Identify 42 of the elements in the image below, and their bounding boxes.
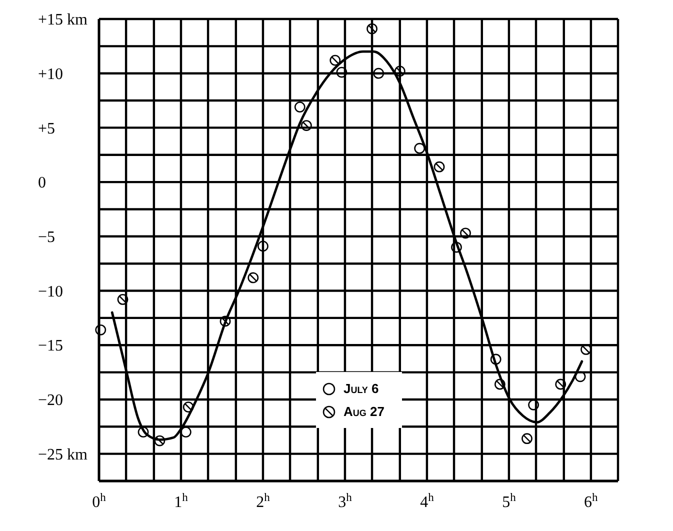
y-tick-label: +15 km	[38, 12, 88, 29]
y-tick-label: +10	[38, 66, 64, 83]
x-tick-label: 5$^{h}$	[502, 492, 516, 511]
point	[414, 142, 426, 154]
y-tick-label: +5	[38, 120, 56, 138]
x-tick-label: 1$^{h}$	[174, 492, 188, 511]
x-tick-label: 4$^{h}$	[420, 492, 434, 511]
x-tick-label: 0$^{h}$	[92, 492, 106, 511]
y-tick-label: 0	[38, 174, 46, 192]
point	[494, 378, 506, 390]
x-tick-label: 2$^{h}$	[256, 492, 270, 511]
point	[555, 378, 566, 390]
legend-label: July 6	[344, 381, 379, 396]
y-tick-label: −15	[38, 338, 64, 355]
point	[258, 240, 268, 252]
y-tick-label: −25 km	[38, 446, 88, 464]
point	[117, 294, 128, 305]
point	[394, 66, 406, 77]
point	[330, 54, 341, 66]
point	[460, 228, 471, 239]
point	[451, 242, 462, 253]
x-tick-label: 6$^{h}$	[584, 492, 598, 511]
point	[248, 272, 259, 284]
y-tick-label: −20	[38, 392, 64, 410]
point	[300, 120, 312, 131]
point	[138, 426, 149, 438]
y-tick-label: −5	[38, 229, 56, 246]
point	[574, 371, 586, 382]
point	[528, 399, 539, 410]
point	[490, 354, 502, 365]
point	[95, 324, 106, 336]
point	[220, 316, 231, 327]
point	[336, 66, 348, 78]
point	[182, 402, 194, 413]
point	[522, 433, 532, 444]
point	[434, 161, 445, 172]
y-tick-label: −10	[38, 283, 64, 300]
point	[294, 102, 306, 112]
point	[366, 23, 378, 34]
x-tick-label: 3$^{h}$	[338, 492, 352, 511]
point	[373, 68, 384, 79]
legend-label: Aug 27	[344, 404, 384, 420]
